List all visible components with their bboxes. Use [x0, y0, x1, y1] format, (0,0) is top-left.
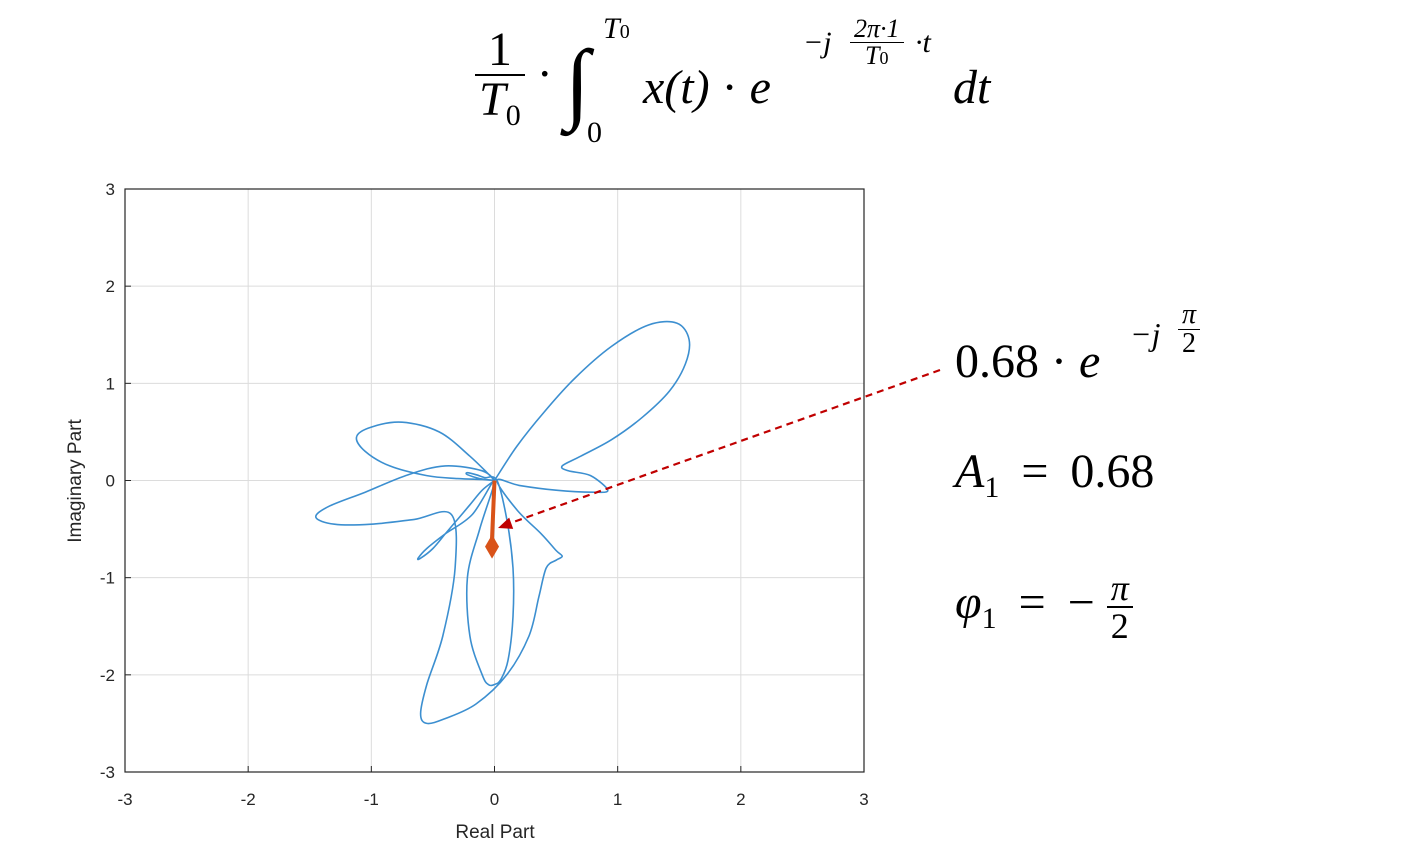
series-curve	[315, 320, 691, 725]
amp-equals: =	[1021, 445, 1049, 498]
integrand-x: x(t)	[643, 61, 710, 114]
y-tick-label: 3	[106, 180, 115, 199]
x-axis-label: Real Part	[455, 822, 535, 843]
phase-equals: =	[1018, 576, 1046, 630]
amp-sub: 1	[984, 471, 1000, 504]
phase-sub: 1	[981, 602, 997, 636]
amplitude-expression: A1 = 0.68	[955, 448, 1154, 503]
x-tick-label: -3	[117, 790, 132, 809]
y-tick-label: 2	[106, 277, 115, 296]
phasor-dot: ·	[1051, 335, 1067, 388]
phase-expression: φ1 = − π 2	[955, 570, 1133, 644]
phasor-e: e	[1078, 335, 1101, 388]
integral-lower: 0	[587, 116, 602, 149]
amp-symbol: A	[955, 445, 985, 498]
integral-upper: T	[603, 12, 620, 45]
callout-dashed-arrow	[504, 368, 941, 527]
phase-minus: −	[1067, 576, 1095, 630]
formula-dt: dt	[953, 61, 991, 114]
x-tick-label: 3	[859, 790, 868, 809]
exp-numerator: 2π·1	[850, 16, 904, 43]
phase-num: π	[1106, 570, 1133, 608]
phase-symbol: φ	[955, 576, 982, 630]
formula-dot-2: ·	[721, 61, 738, 114]
phasor-expression: 0.68 · e	[955, 338, 1100, 386]
y-tick-label: -3	[100, 763, 115, 782]
amp-value: 0.68	[1070, 445, 1155, 498]
phasor-arrow-head	[485, 534, 500, 559]
y-tick-label: 1	[106, 374, 115, 393]
integral-upper-sub: 0	[619, 21, 630, 43]
exp-suffix: ·t	[915, 26, 931, 59]
x-tick-label: -2	[241, 790, 256, 809]
formula-e: e	[749, 61, 771, 114]
y-tick-label: 0	[106, 472, 115, 491]
callout-arrowhead	[498, 517, 514, 529]
x-tick-label: 0	[490, 790, 499, 809]
phasor-exp-num: π	[1178, 301, 1201, 330]
phasor-arrow-line	[490, 480, 497, 539]
formula-dot: ·	[536, 47, 553, 101]
phasor-exp-prefix: −j	[1130, 316, 1161, 352]
formula-T0-sub: 0	[505, 99, 521, 132]
exp-den-sub: 0	[879, 48, 889, 68]
x-tick-label: 2	[736, 790, 745, 809]
y-tick-label: -2	[100, 666, 115, 685]
integral-sign: ∫	[565, 33, 590, 132]
exp-prefix: −j	[803, 26, 832, 59]
y-tick-label: -1	[100, 569, 115, 588]
y-axis-label: Imaginary Part	[65, 419, 86, 543]
fourier-coefficient-formula: 1 T0 · ∫ T0 0 x(t) · e −j 2π·1 T0 ·t dt	[475, 8, 1035, 158]
x-tick-label: -1	[364, 790, 379, 809]
phase-den: 2	[1110, 606, 1129, 646]
phasor-coefficient: 0.68	[955, 335, 1039, 388]
phasor-exp-den: 2	[1182, 328, 1197, 359]
x-tick-label: 1	[613, 790, 622, 809]
exp-den-T: T	[865, 41, 880, 70]
formula-T0: T	[479, 73, 506, 126]
formula-one: 1	[475, 26, 525, 76]
tick-labels: -3 -2 -1 0 1 2 3 -3 -2 -1 0 1 2 3	[100, 180, 869, 809]
